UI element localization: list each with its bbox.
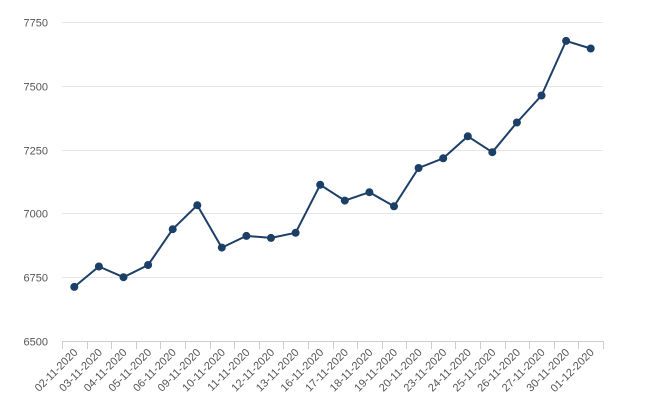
data-point[interactable] bbox=[463, 132, 472, 141]
data-point[interactable] bbox=[340, 196, 349, 205]
data-point[interactable] bbox=[390, 202, 398, 211]
axes bbox=[62, 341, 604, 349]
data-point[interactable] bbox=[94, 262, 103, 271]
y-tick-label: 6750 bbox=[24, 273, 48, 285]
data-point[interactable] bbox=[168, 225, 177, 234]
data-point[interactable] bbox=[512, 118, 521, 127]
grid-lines bbox=[62, 22, 603, 278]
series-line-path bbox=[73, 39, 591, 288]
y-tick-label: 7500 bbox=[24, 82, 48, 94]
series-line bbox=[73, 39, 591, 288]
data-point[interactable] bbox=[144, 261, 153, 269]
y-tick-labels: 6500 6750 7000 7250 7500 7750 bbox=[24, 18, 48, 349]
y-tick-label: 6500 bbox=[24, 337, 48, 349]
data-point[interactable] bbox=[439, 154, 448, 163]
data-point[interactable] bbox=[488, 148, 497, 157]
data-point[interactable] bbox=[217, 243, 226, 252]
data-point[interactable] bbox=[414, 164, 423, 172]
x-tick-labels: 02-11-202003-11-202004-11-202005-11-2020… bbox=[33, 347, 597, 395]
y-tick-label: 7750 bbox=[24, 18, 48, 30]
data-point[interactable] bbox=[193, 201, 202, 210]
y-tick-label: 7250 bbox=[24, 146, 48, 158]
y-tick-label: 7000 bbox=[24, 209, 48, 221]
data-point[interactable] bbox=[70, 282, 79, 291]
data-point[interactable] bbox=[119, 273, 128, 282]
data-point[interactable] bbox=[537, 91, 546, 100]
data-point[interactable] bbox=[316, 180, 325, 189]
data-point[interactable] bbox=[291, 228, 300, 237]
data-point[interactable] bbox=[267, 233, 275, 242]
series-points bbox=[70, 36, 595, 291]
data-point[interactable] bbox=[242, 231, 251, 240]
data-point[interactable] bbox=[562, 36, 571, 45]
data-point[interactable] bbox=[586, 44, 595, 53]
data-point[interactable] bbox=[365, 188, 374, 197]
